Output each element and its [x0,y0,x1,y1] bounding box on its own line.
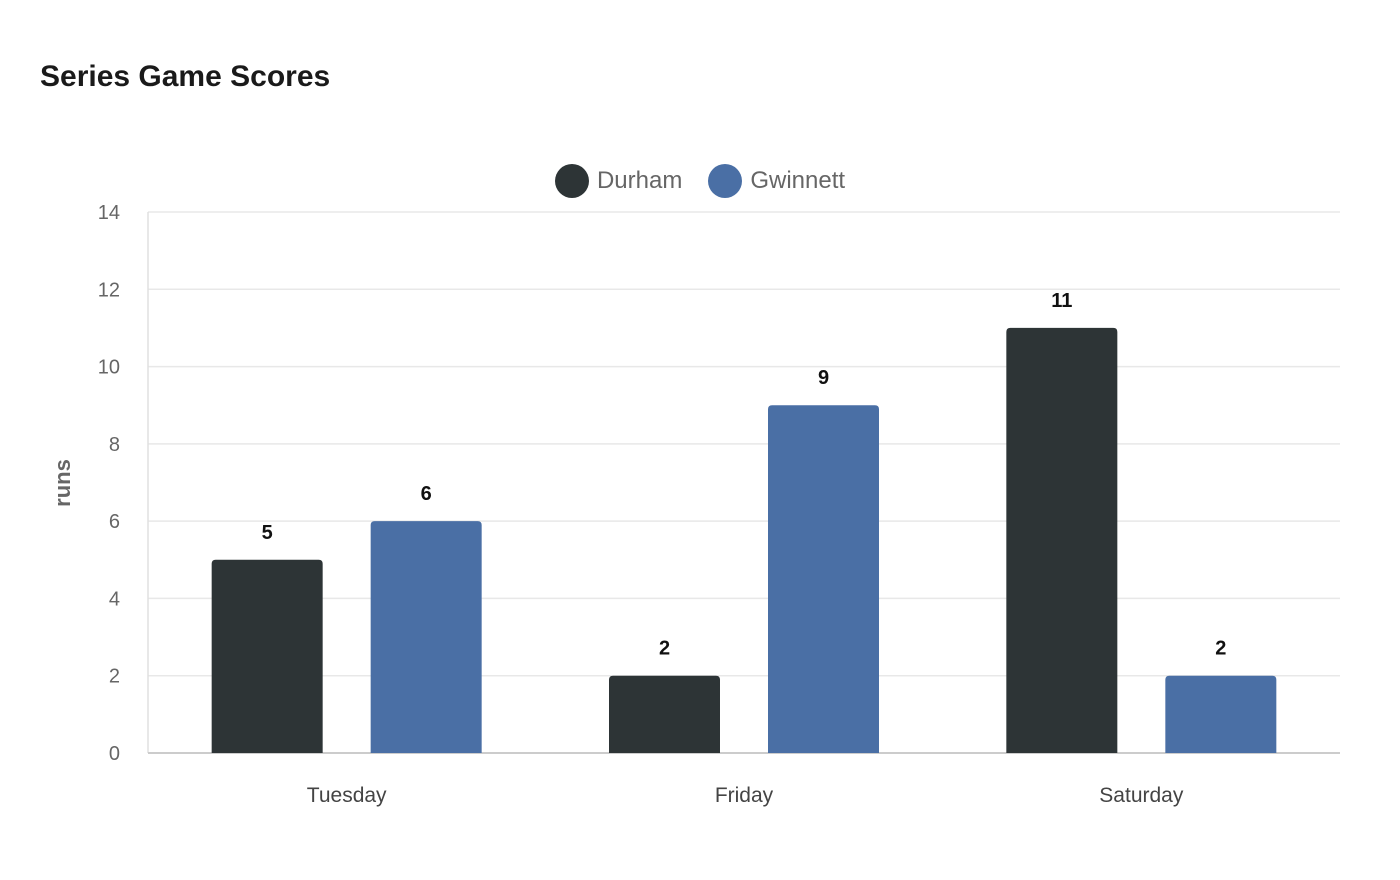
y-tick-label: 6 [109,511,120,533]
data-label-durham-tuesday: 5 [262,522,273,544]
gridlines [148,211,1340,677]
y-tick-label: 2 [109,666,120,688]
x-tick-label-saturday: Saturday [1099,784,1184,807]
bar-durham-saturday[interactable] [1006,327,1118,753]
legend-item-durham[interactable]: Durham [554,164,683,198]
bar-gwinnett-friday[interactable] [768,405,879,753]
x-tick-label-friday: Friday [715,784,774,807]
data-label-durham-friday: 2 [659,638,670,660]
y-tick-label: 12 [98,279,120,301]
data-label-durham-saturday: 11 [1051,290,1072,312]
chart-title: Series Game Scores [40,60,331,93]
labels: 0 2 4 6 8 10 12 14 5 6 Tuesday 2 9 Friday 11 2 Saturday [98,202,1227,807]
x-tick-label-tuesday: Tuesday [307,784,387,807]
y-tick-label: 14 [98,202,120,224]
y-tick-label: 0 [109,743,120,765]
legend-swatch-durham [554,164,589,198]
y-tick-label: 10 [98,357,120,379]
data-label-gwinnett-tuesday: 6 [421,483,432,505]
legend: Durham Gwinnett [0,162,1400,200]
bar-gwinnett-tuesday[interactable] [370,521,482,753]
data-label-gwinnett-friday: 9 [818,367,829,389]
y-tick-label: 8 [109,434,120,456]
legend-item-gwinnett[interactable]: Gwinnett [708,164,845,198]
data-label-gwinnett-saturday: 2 [1215,638,1226,660]
legend-swatch-gwinnett [708,164,743,198]
axes [147,212,1340,754]
bar-durham-tuesday[interactable] [211,559,323,753]
bar-durham-friday[interactable] [609,675,720,753]
legend-label-durham: Durham [596,167,683,194]
bar-gwinnett-saturday[interactable] [1165,675,1277,753]
y-tick-label: 4 [109,588,120,610]
legend-label-gwinnett: Gwinnett [750,167,846,194]
bars [211,327,1277,753]
y-axis-title: runs [50,459,75,507]
